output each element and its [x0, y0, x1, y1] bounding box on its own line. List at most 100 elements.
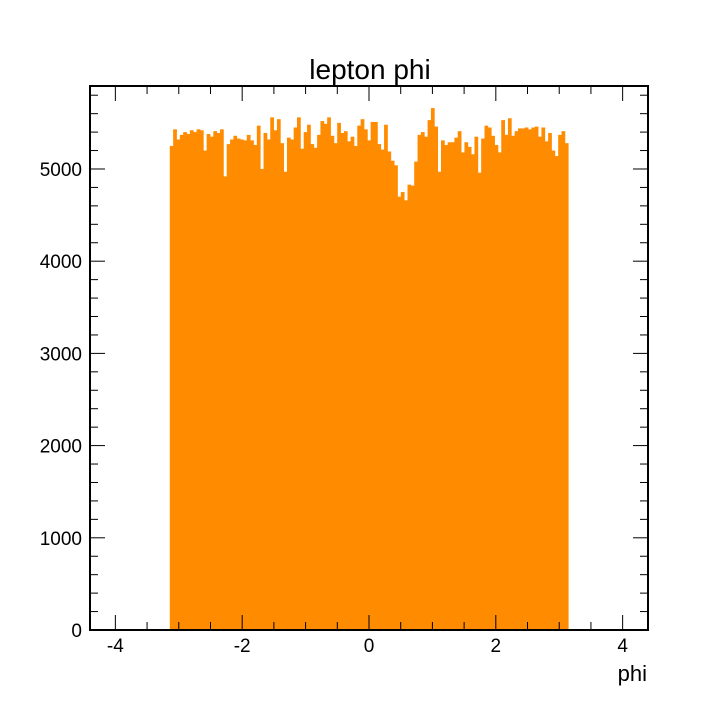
histogram-bar	[256, 125, 261, 630]
histogram-bar	[440, 140, 445, 630]
y-tick-label: 2000	[40, 437, 82, 458]
histogram-bar	[186, 133, 191, 630]
y-tick-label: 4000	[40, 252, 82, 273]
histogram-bar	[196, 129, 201, 631]
histogram-bar	[357, 125, 362, 630]
x-tick-label: -2	[234, 636, 251, 657]
histogram-bar	[240, 139, 244, 630]
histogram-bar	[206, 133, 211, 630]
histogram-bar	[303, 132, 308, 631]
y-tick-label: 3000	[40, 344, 82, 365]
histogram-bar	[437, 171, 442, 630]
histogram-bar	[544, 141, 549, 631]
x-tick-label: 0	[364, 636, 375, 657]
histogram-bar	[564, 143, 569, 630]
histogram-bar	[273, 130, 278, 630]
histogram-bar	[541, 127, 546, 631]
x-axis-title: phi	[618, 661, 647, 686]
histogram-bar	[310, 144, 315, 630]
histogram-bar	[534, 126, 539, 630]
histogram-bar	[183, 132, 187, 631]
x-tick-label: -4	[107, 636, 124, 657]
histogram-bar	[464, 142, 469, 630]
histogram-bar	[179, 134, 184, 630]
histogram-bar	[209, 136, 214, 631]
histogram-bar	[353, 145, 358, 631]
histogram-bar	[307, 124, 311, 630]
histogram-bar	[521, 128, 526, 630]
y-tick-label: 5000	[40, 160, 82, 181]
histogram-bar	[511, 135, 516, 630]
histogram-bar	[444, 145, 449, 630]
histogram-bar	[434, 126, 439, 630]
histogram-bar	[226, 144, 231, 630]
histogram-bar	[548, 133, 552, 630]
histogram-bar	[417, 134, 422, 630]
histogram-bar	[337, 122, 341, 631]
histogram-bar	[481, 138, 485, 630]
histogram-bar	[367, 140, 372, 630]
histogram-bar	[250, 140, 254, 630]
histogram-bar	[260, 168, 264, 631]
histogram-bar	[497, 152, 502, 630]
histogram-bar	[454, 137, 459, 630]
histogram-bar	[340, 133, 345, 630]
histogram-bar	[400, 192, 405, 630]
histogram-bar	[333, 143, 338, 630]
histogram-bar	[283, 171, 288, 630]
histogram-bar	[246, 134, 251, 630]
histogram-bar	[270, 117, 274, 631]
histogram-bar	[280, 143, 285, 630]
histogram-bar	[430, 108, 435, 631]
histogram-bar	[427, 120, 432, 630]
x-axis: -4 -2 0 2 4	[107, 86, 628, 657]
histogram-bar	[380, 149, 385, 630]
histogram-bar	[189, 130, 194, 630]
histogram-bar	[220, 129, 224, 631]
histogram-bar	[320, 121, 325, 630]
histogram-bar	[414, 161, 418, 630]
histogram-bar	[327, 117, 331, 631]
histogram-bars	[169, 108, 569, 631]
y-axis: 0 1000 2000 3000 4000 5000	[40, 94, 648, 642]
histogram-bar	[531, 127, 536, 631]
histogram-bar	[467, 146, 472, 630]
histogram-bar	[474, 136, 479, 631]
histogram-bar	[230, 139, 234, 630]
histogram-bar	[297, 117, 301, 631]
histogram-bar	[203, 150, 208, 631]
histogram-bar	[461, 152, 465, 630]
histogram-bar	[451, 142, 455, 630]
histogram-bar	[350, 136, 355, 631]
histogram-bar	[538, 136, 542, 631]
histogram-bar	[216, 133, 221, 630]
y-tick-label: 1000	[40, 529, 82, 550]
histogram-bar	[313, 147, 318, 630]
y-tick-label: 0	[71, 621, 82, 642]
histogram-bar	[387, 151, 392, 630]
histogram-bar	[501, 120, 505, 630]
histogram-bar	[193, 132, 197, 631]
histogram-bar	[554, 156, 559, 630]
histogram-bar	[370, 121, 375, 630]
histogram-bar	[517, 128, 522, 630]
histogram-bar	[330, 135, 335, 630]
histogram-bar	[407, 184, 412, 630]
histogram-bar	[528, 129, 532, 631]
histogram-bar	[176, 139, 181, 630]
x-tick-label: 4	[617, 636, 628, 657]
histogram-bar	[551, 150, 556, 631]
chart-title: lepton phi	[309, 54, 430, 85]
histogram-bar	[404, 200, 408, 630]
histogram-bar	[494, 145, 499, 630]
histogram-bar	[514, 131, 519, 630]
histogram-bar	[253, 145, 258, 630]
histogram-bar	[477, 172, 482, 630]
histogram-bar	[390, 160, 395, 630]
histogram-bar	[323, 123, 328, 630]
histogram-bar	[169, 145, 174, 631]
histogram-bar	[457, 131, 462, 630]
histogram-bar	[491, 135, 495, 630]
histogram-bar	[447, 142, 452, 630]
